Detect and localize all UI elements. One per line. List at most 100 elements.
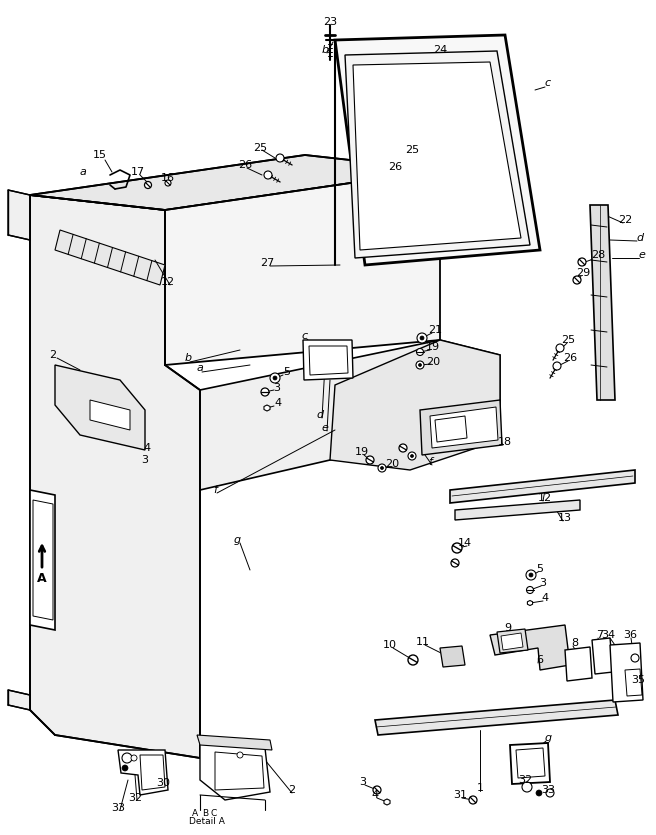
Circle shape <box>417 348 424 356</box>
Text: 9: 9 <box>504 623 512 633</box>
Circle shape <box>378 464 386 472</box>
Text: e: e <box>321 423 329 433</box>
Text: 28: 28 <box>591 250 605 260</box>
Text: 25: 25 <box>253 143 267 153</box>
Circle shape <box>380 467 384 469</box>
Text: 29: 29 <box>576 268 590 278</box>
Circle shape <box>419 363 422 367</box>
Circle shape <box>261 388 269 396</box>
Circle shape <box>408 452 416 460</box>
Text: 15: 15 <box>93 150 107 160</box>
Polygon shape <box>118 750 168 795</box>
Circle shape <box>469 796 477 804</box>
Text: 2: 2 <box>49 350 56 360</box>
Circle shape <box>578 258 586 266</box>
Text: 17: 17 <box>131 167 145 177</box>
Circle shape <box>573 276 581 284</box>
Text: 12: 12 <box>538 493 552 503</box>
Polygon shape <box>516 748 545 778</box>
Text: 16: 16 <box>161 173 175 183</box>
Polygon shape <box>264 405 270 411</box>
Text: g: g <box>544 733 552 743</box>
Text: C: C <box>211 809 217 818</box>
Text: f: f <box>213 485 217 495</box>
Circle shape <box>529 573 533 577</box>
Text: B: B <box>202 809 208 818</box>
Text: 24: 24 <box>433 45 447 55</box>
Circle shape <box>553 362 561 370</box>
Circle shape <box>408 655 418 665</box>
Circle shape <box>122 765 128 771</box>
Text: 13: 13 <box>558 513 572 523</box>
Circle shape <box>122 753 132 763</box>
Polygon shape <box>625 669 642 696</box>
Circle shape <box>264 171 272 179</box>
Circle shape <box>631 654 639 662</box>
Text: 21: 21 <box>428 325 442 335</box>
Text: 35: 35 <box>631 675 645 685</box>
Text: c: c <box>545 78 551 88</box>
Circle shape <box>270 373 280 383</box>
Text: d: d <box>316 410 323 420</box>
Text: 30: 30 <box>156 778 170 788</box>
Text: 2: 2 <box>289 785 296 795</box>
Text: 4: 4 <box>371 790 379 800</box>
Polygon shape <box>384 799 390 805</box>
Polygon shape <box>140 755 165 790</box>
Text: A: A <box>37 571 47 584</box>
Polygon shape <box>440 646 465 667</box>
Polygon shape <box>30 195 200 758</box>
Circle shape <box>556 344 564 352</box>
Circle shape <box>452 543 462 553</box>
Polygon shape <box>375 700 618 735</box>
Polygon shape <box>30 155 440 210</box>
Polygon shape <box>497 629 528 653</box>
Text: 4: 4 <box>541 593 548 603</box>
Text: 22: 22 <box>618 215 632 225</box>
Text: 8: 8 <box>571 638 579 648</box>
Text: 33: 33 <box>541 785 555 795</box>
Text: 3: 3 <box>142 455 148 465</box>
Text: g: g <box>234 535 241 545</box>
Text: 25: 25 <box>405 145 419 155</box>
Circle shape <box>237 752 243 758</box>
Polygon shape <box>33 500 53 620</box>
Polygon shape <box>455 500 580 520</box>
Text: 26: 26 <box>388 162 402 172</box>
Text: 32: 32 <box>518 775 532 785</box>
Text: a: a <box>197 363 203 373</box>
Circle shape <box>366 456 374 464</box>
Circle shape <box>411 159 419 167</box>
Circle shape <box>417 333 427 343</box>
Text: 18: 18 <box>498 437 512 447</box>
Polygon shape <box>200 340 500 490</box>
Text: 20: 20 <box>385 459 399 469</box>
Text: 10: 10 <box>383 640 397 650</box>
Text: 1: 1 <box>476 783 483 793</box>
Circle shape <box>546 789 554 797</box>
Polygon shape <box>309 346 348 375</box>
Text: 3: 3 <box>274 383 281 393</box>
Polygon shape <box>200 742 270 800</box>
Polygon shape <box>335 35 540 265</box>
Text: 36: 36 <box>623 630 637 640</box>
Circle shape <box>416 361 424 369</box>
Text: 19: 19 <box>355 447 369 457</box>
Text: 26: 26 <box>238 160 252 170</box>
Polygon shape <box>90 400 130 430</box>
Polygon shape <box>435 416 467 442</box>
Circle shape <box>273 376 277 380</box>
Polygon shape <box>610 643 643 702</box>
Circle shape <box>373 786 381 794</box>
Text: 33: 33 <box>111 803 125 813</box>
Polygon shape <box>8 690 30 710</box>
Circle shape <box>522 782 532 792</box>
Polygon shape <box>501 633 523 650</box>
Circle shape <box>276 154 284 162</box>
Text: 25: 25 <box>561 335 575 345</box>
Polygon shape <box>345 51 530 258</box>
Text: 31: 31 <box>453 790 467 800</box>
Polygon shape <box>527 600 533 605</box>
Text: 26: 26 <box>563 353 577 363</box>
Text: 7: 7 <box>596 630 604 640</box>
